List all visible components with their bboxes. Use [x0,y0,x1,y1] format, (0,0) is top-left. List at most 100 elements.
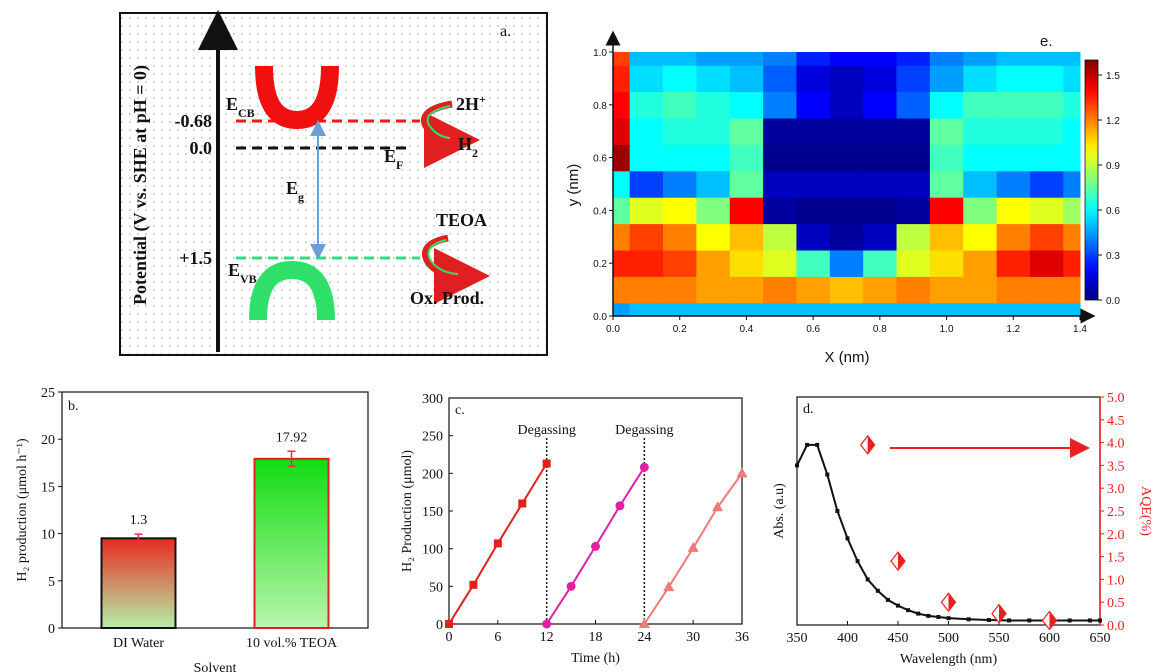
heat-cell [963,303,997,317]
colorbar [1085,60,1098,300]
x-tick-label: 12 [540,630,554,645]
heat-cell [613,197,630,224]
heat-cell [763,118,797,145]
heat-cell [830,197,864,224]
marker [856,559,860,563]
label-sub: CB [238,106,255,120]
plot-frame [449,398,742,624]
heat-cell [613,224,630,251]
heat-cell [863,92,897,119]
heat-cell [963,92,997,119]
heat-cell [930,92,964,119]
marker [815,443,819,447]
label-sub: F [396,158,403,172]
heat-cell [796,118,830,145]
heat-cell [796,144,830,171]
bar-annotation: 17.92 [276,430,308,445]
x-tick-label: 600 [1039,631,1060,646]
heat-cell [613,144,630,171]
x-tick-label: 0.0 [606,324,620,335]
panel-label: d. [803,402,814,417]
y-tick-label: 0.2 [593,259,607,270]
heat-cell [863,171,897,198]
y-axis-label: H₂ Production (μmol) [400,450,415,572]
heat-cell [796,52,830,66]
marker [891,552,905,570]
marker [805,443,809,447]
heat-cell [663,250,697,277]
x-tick-label: 350 [787,631,808,646]
x-tick-label: 18 [589,630,603,645]
heat-cell [730,52,764,66]
panel-label: a. [500,23,511,40]
y-axis-label: Abs. (a.u) [772,483,787,539]
heat-cell [830,250,864,277]
heat-cell [730,197,764,224]
heat-cell [830,118,864,145]
heat-cell [1063,65,1080,92]
heat-cell [630,52,664,66]
label-main: 2H [456,94,479,114]
heat-cell [730,303,764,317]
bar-annotation: 1.3 [130,513,148,528]
heat-cell [863,118,897,145]
marker [795,463,799,467]
heat-cell [663,197,697,224]
x-tick-label: 24 [637,630,651,645]
heat-cell [796,250,830,277]
product-label: Ox. Prod. [410,288,484,308]
label-main: E [226,94,238,114]
heat-cell [930,224,964,251]
heat-cell [930,197,964,224]
heat-cell [830,92,864,119]
marker [1098,618,1102,622]
y-axis-label: y (nm) [565,164,582,207]
heat-cell [796,171,830,198]
y-tick-label: 0.8 [593,101,607,112]
heat-cell [663,52,697,66]
x-tick-label: 36 [735,630,749,645]
marker [640,463,649,472]
heat-cell [696,224,730,251]
heat-cell [730,224,764,251]
marker [947,616,951,620]
label-sub: 2 [472,146,478,160]
heat-cell [997,197,1031,224]
heat-cell [897,92,931,119]
level-label: -0.68 [175,111,213,131]
heat-cell [763,65,797,92]
heat-cell [997,250,1031,277]
panel-label: b. [68,399,79,414]
y-tick-label: 0 [48,622,55,637]
y2-tick-label: 1.0 [1107,573,1125,588]
heat-cell [796,92,830,119]
y-tick-label: 150 [422,505,443,520]
marker [987,618,991,622]
heat-cell [1030,276,1064,303]
x-axis-label: X (nm) [825,349,870,366]
marker [1027,618,1031,622]
heat-cell [863,303,897,317]
label-main: H [458,134,472,154]
heat-cell [630,276,664,303]
marker [967,617,971,621]
heat-cell [963,224,997,251]
x-tick-label: 6 [494,630,501,645]
label-main: E [228,260,240,280]
heat-cell [763,52,797,66]
heat-cell [963,144,997,171]
heat-cell [1030,52,1064,66]
heat-cell [630,197,664,224]
heat-cell [830,224,864,251]
heat-cell [696,118,730,145]
marker [518,499,526,507]
heat-cell [663,144,697,171]
heat-cell [997,171,1031,198]
heat-cell [930,144,964,171]
label-sup: + [479,92,486,106]
heat-cell [897,118,931,145]
heat-cell [1030,224,1064,251]
x-tick-label: 0 [446,630,453,645]
heat-cell [863,197,897,224]
